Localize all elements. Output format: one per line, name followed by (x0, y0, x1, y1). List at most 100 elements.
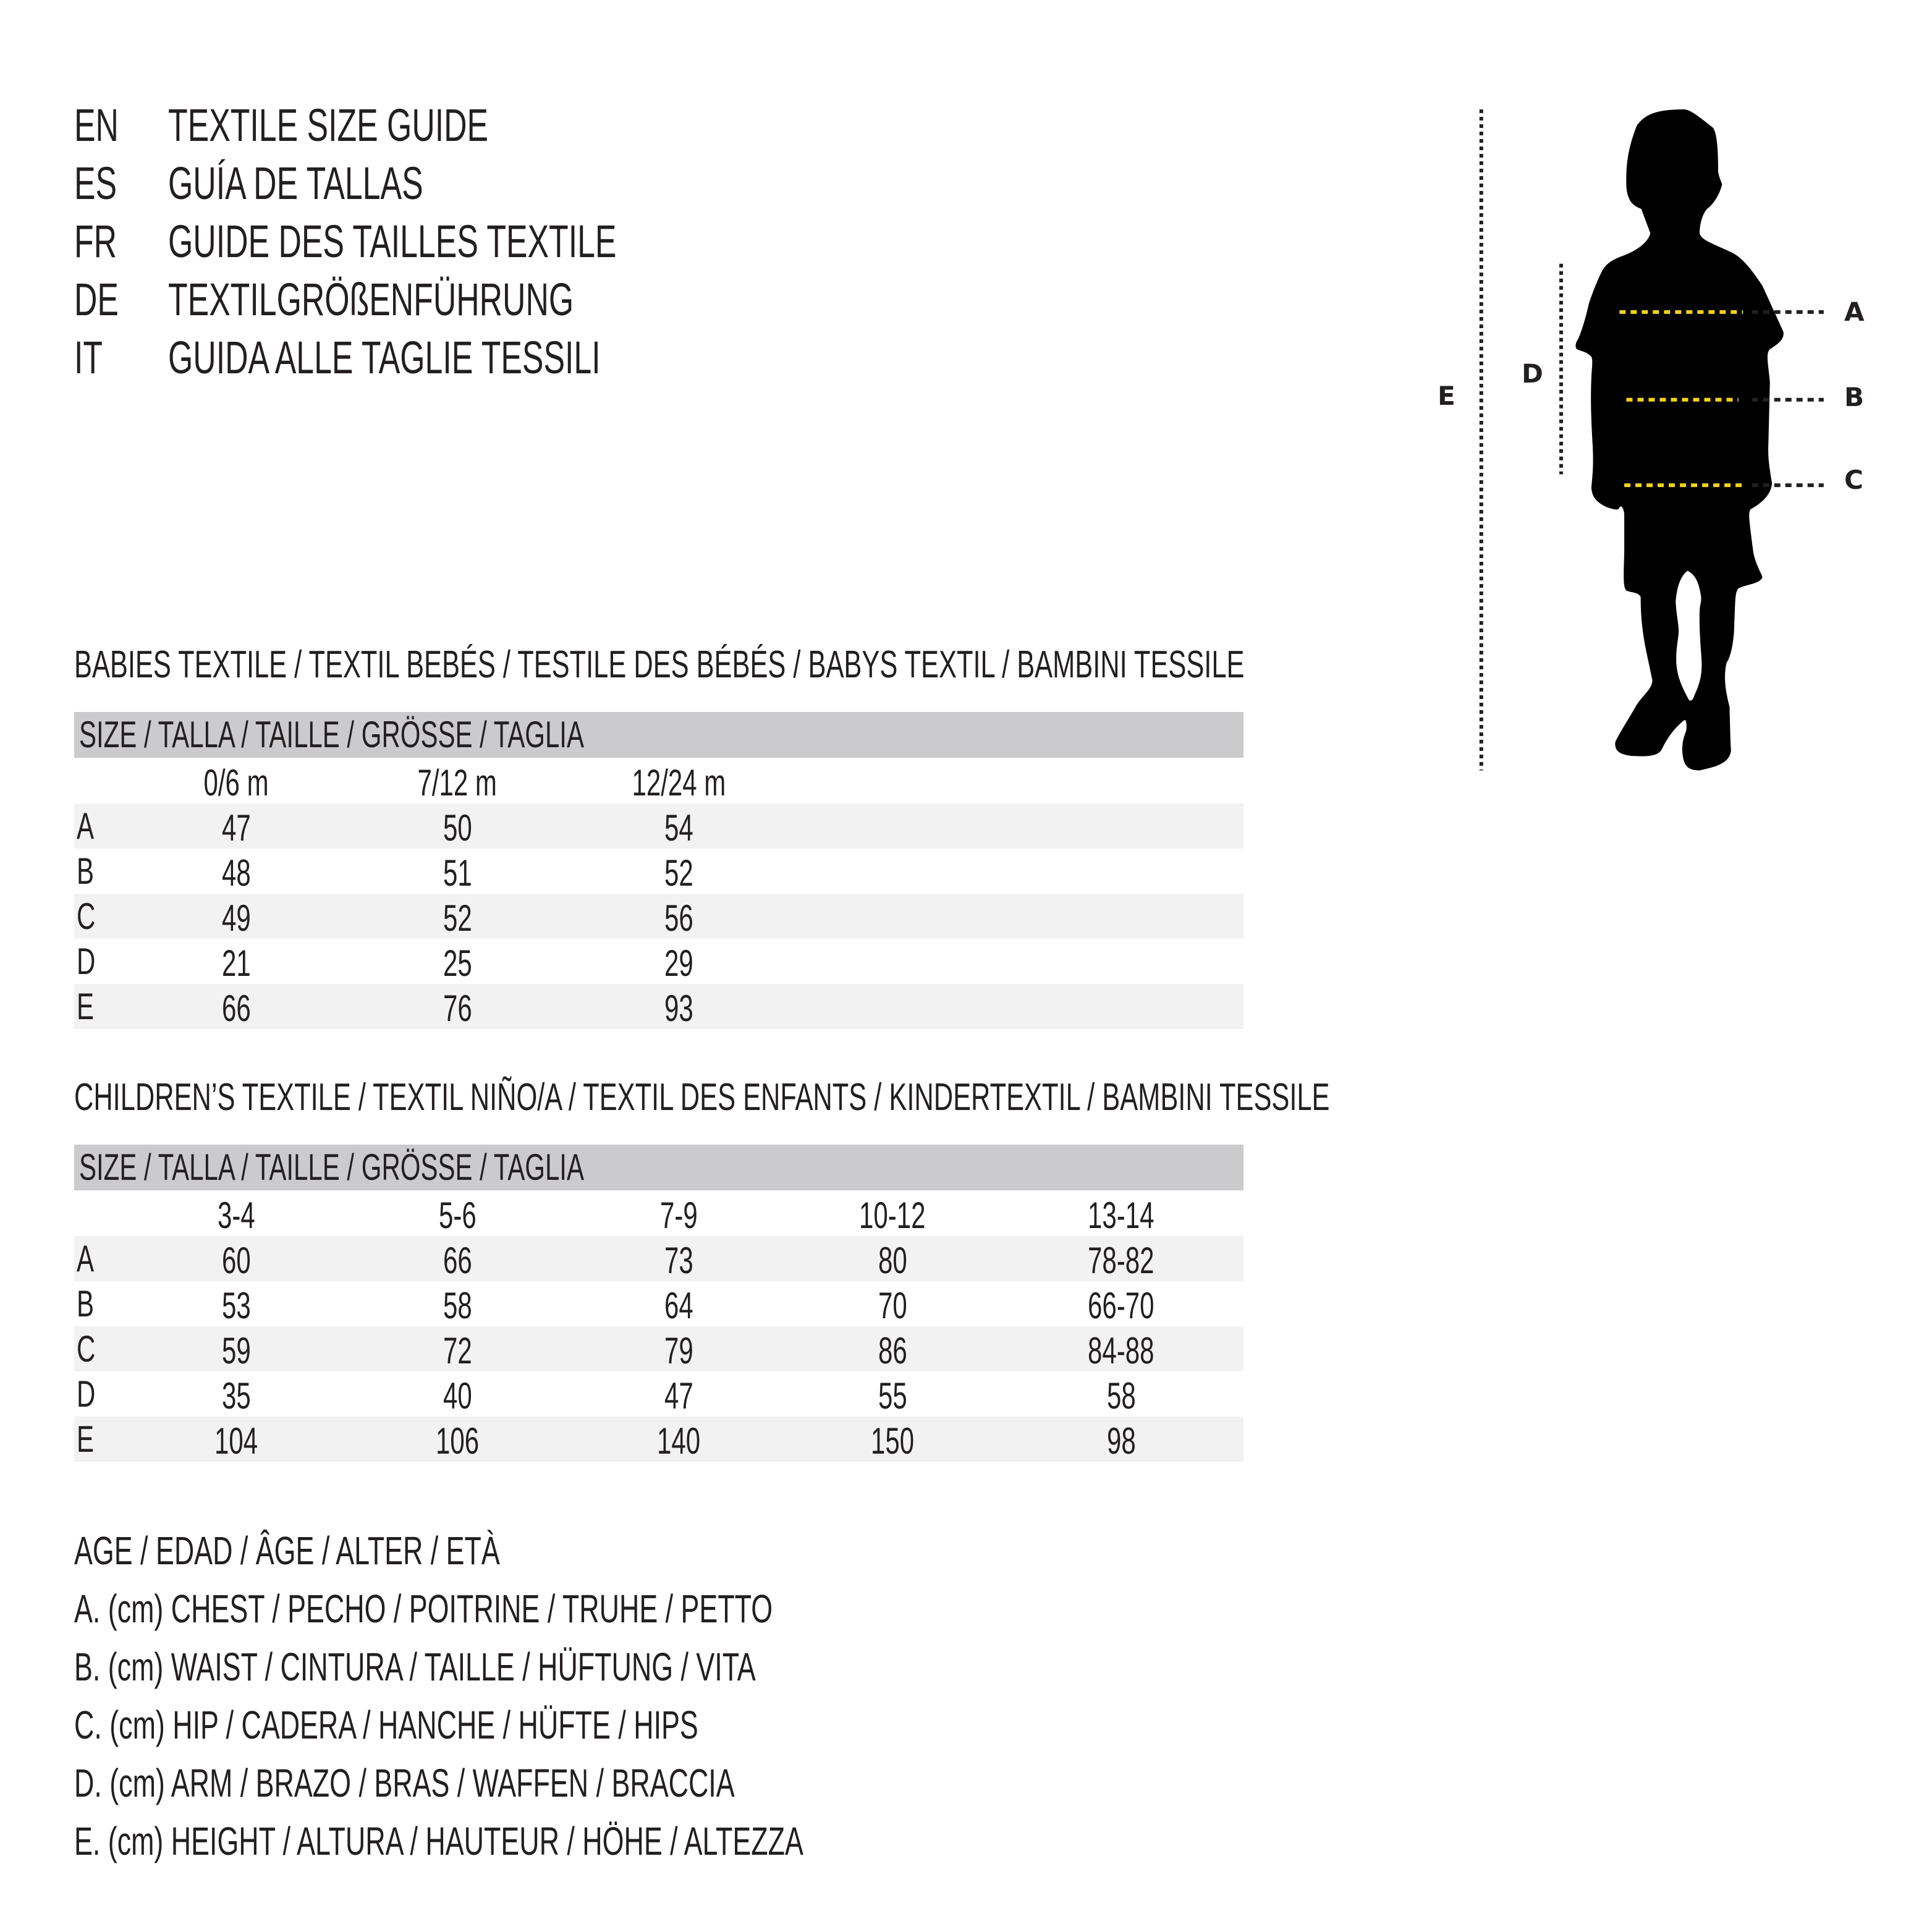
title-row-en: EN TEXTILE SIZE GUIDE (74, 96, 816, 155)
row-label-text: A (77, 805, 95, 847)
cell-value: 54 (664, 807, 693, 849)
cell-value: 51 (443, 852, 472, 894)
legend: AGE / EDAD / ÂGE / ALTER / ETÀ A. (cm) C… (74, 1522, 1116, 1870)
table-cell: 47 (586, 1373, 771, 1418)
table-cell: 64 (586, 1283, 771, 1328)
row-label-text: E (77, 986, 95, 1027)
column-header: 10-12 (800, 1193, 985, 1238)
cell-value: 86 (878, 1330, 907, 1371)
lang-code: EN (74, 100, 119, 151)
row-label-text: D (77, 941, 96, 982)
table-cell: 35 (143, 1373, 329, 1418)
legend-text: AGE / EDAD / ÂGE / ALTER / ETÀ (74, 1528, 500, 1573)
cell-value: 80 (878, 1240, 907, 1281)
babies-section-title: BABIES TEXTILE / TEXTIL BEBÉS / TESTILE … (74, 643, 1746, 687)
child-silhouette-icon (1575, 109, 1784, 771)
cell-value: 106 (435, 1420, 480, 1462)
children-size-header: SIZE / TALLA / TAILLE / GRÖSSE / TAGLIA (74, 1145, 1244, 1190)
legend-a: A. (cm) CHEST / PECHO / POITRINE / TRUHE… (74, 1580, 1116, 1638)
row-label: A (77, 803, 101, 849)
table-cell: 76 (365, 986, 550, 1031)
column-header: 5-6 (365, 1193, 550, 1238)
cell-value: 72 (443, 1330, 472, 1371)
title-text: TEXTILGRÖßENFÜHRUNG (168, 274, 574, 325)
column-header-text: 13-14 (1088, 1195, 1155, 1236)
column-header-text: 7/12 m (417, 762, 498, 803)
figure-label-a: A (1844, 297, 1865, 327)
table-cell: 25 (365, 941, 550, 986)
legend-age: AGE / EDAD / ÂGE / ALTER / ETÀ (74, 1522, 1116, 1580)
cell-value: 150 (870, 1420, 915, 1462)
column-header-text: 12/24 m (632, 762, 726, 803)
title-row-es: ES GUÍA DE TALLAS (74, 155, 816, 213)
legend-text: B. (cm) WAIST / CINTURA / TAILLE / HÜFTU… (74, 1645, 756, 1689)
table-cell: 84-88 (1028, 1328, 1214, 1373)
row-label-text: E (77, 1418, 95, 1460)
figure-label-c: C (1844, 465, 1863, 495)
cell-value: 21 (221, 943, 251, 984)
cell-value: 53 (221, 1285, 251, 1326)
size-header-text: SIZE / TALLA / TAILLE / GRÖSSE / TAGLIA (79, 1146, 584, 1188)
cell-value: 76 (443, 988, 472, 1029)
size-header-text: SIZE / TALLA / TAILLE / GRÖSSE / TAGLIA (79, 714, 584, 755)
cell-value: 66 (443, 1240, 472, 1281)
column-header: 7/12 m (365, 760, 550, 805)
table-cell: 47 (143, 805, 329, 850)
table-cell: 66 (365, 1238, 550, 1283)
row-label-text: B (77, 1283, 95, 1324)
children-section-title: CHILDREN’S TEXTILE / TEXTIL NIÑO/A / TEX… (74, 1075, 1868, 1119)
child-measurement-figure (1421, 93, 1885, 771)
table-cell: 72 (365, 1328, 550, 1373)
cell-value: 73 (664, 1240, 693, 1281)
table-cell: 52 (586, 850, 771, 896)
cell-value: 98 (1106, 1420, 1136, 1462)
cell-value: 79 (664, 1330, 693, 1371)
table-cell: 21 (143, 941, 329, 986)
row-label: B (77, 1281, 101, 1326)
row-label: E (77, 1417, 101, 1462)
babies-title-text: BABIES TEXTILE / TEXTIL BEBÉS / TESTILE … (74, 643, 1245, 686)
cell-value: 70 (878, 1285, 907, 1326)
lang-code: IT (74, 332, 103, 383)
title-text: GUÍA DE TALLAS (168, 158, 423, 209)
row-label-text: C (77, 1328, 96, 1370)
table-cell: 140 (586, 1418, 771, 1464)
legend-c: C. (cm) HIP / CADERA / HANCHE / HÜFTE / … (74, 1696, 1116, 1754)
row-label: D (77, 1371, 103, 1417)
column-header: 3-4 (143, 1193, 329, 1238)
table-cell: 58 (1028, 1373, 1214, 1418)
row-label-text: C (77, 896, 96, 937)
cell-value: 49 (221, 897, 251, 939)
figure-label-d: D (1522, 358, 1543, 389)
lang-code: FR (74, 216, 117, 267)
table-cell: 73 (586, 1238, 771, 1283)
legend-text: E. (cm) HEIGHT / ALTURA / HAUTEUR / HÖHE… (74, 1819, 803, 1863)
cell-value: 66-70 (1088, 1285, 1155, 1326)
table-row (74, 1417, 1244, 1462)
table-cell: 60 (143, 1238, 329, 1283)
row-label: B (77, 849, 101, 894)
table-row (74, 984, 1244, 1029)
table-cell: 66-70 (1028, 1283, 1214, 1328)
table-cell: 50 (365, 805, 550, 850)
table-cell: 49 (143, 896, 329, 941)
cell-value: 52 (664, 852, 693, 894)
lang-code: ES (74, 158, 117, 209)
table-cell: 78-82 (1028, 1238, 1214, 1283)
table-cell: 51 (365, 850, 550, 896)
column-header: 13-14 (1028, 1193, 1214, 1238)
table-cell: 150 (800, 1418, 985, 1464)
column-header-text: 3-4 (217, 1195, 255, 1236)
cell-value: 93 (664, 988, 693, 1029)
row-label: C (77, 1326, 103, 1371)
title-row-fr: FR GUIDE DES TAILLES TEXTILE (74, 213, 816, 271)
title-text: TEXTILE SIZE GUIDE (168, 100, 489, 151)
column-header-text: 0/6 m (203, 762, 269, 803)
table-cell: 70 (800, 1283, 985, 1328)
figure-label-e: E (1438, 381, 1455, 411)
column-header: 12/24 m (586, 760, 771, 805)
table-cell: 79 (586, 1328, 771, 1373)
cell-value: 84-88 (1088, 1330, 1155, 1371)
cell-value: 58 (443, 1285, 472, 1326)
table-row (74, 1326, 1244, 1371)
